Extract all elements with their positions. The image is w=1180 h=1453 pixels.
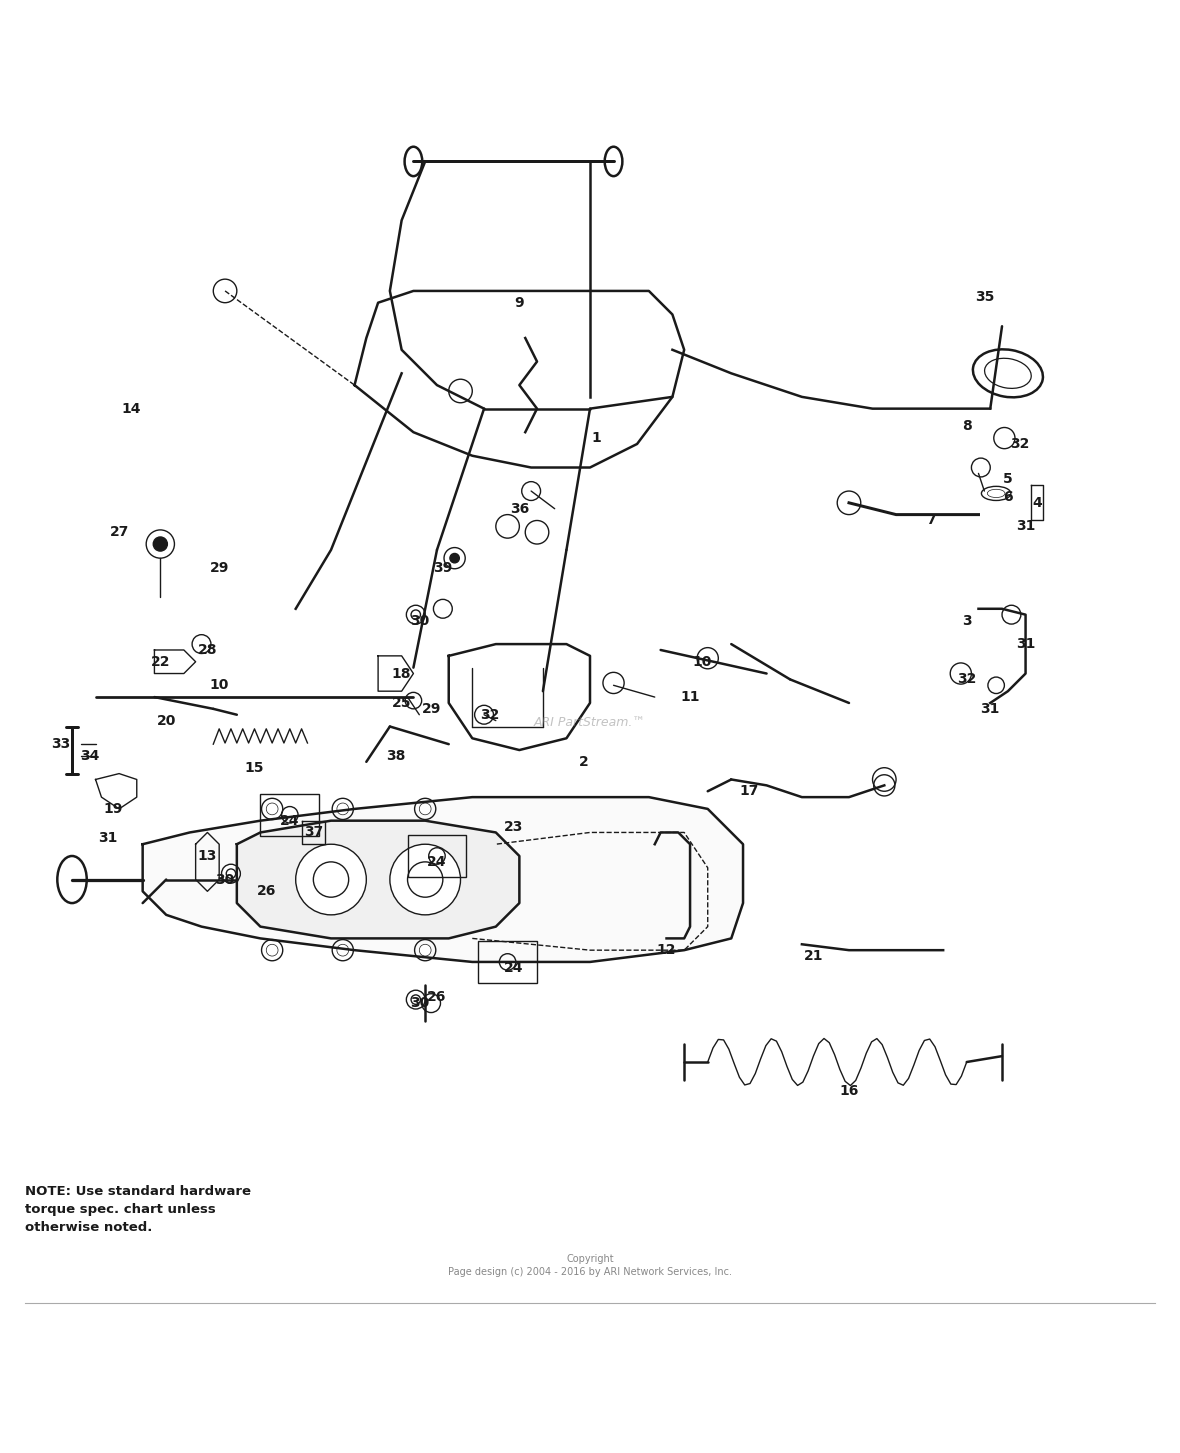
Text: 31: 31: [1016, 636, 1035, 651]
Circle shape: [153, 538, 168, 551]
Text: Copyright
Page design (c) 2004 - 2016 by ARI Network Services, Inc.: Copyright Page design (c) 2004 - 2016 by…: [448, 1254, 732, 1277]
Text: 6: 6: [1003, 490, 1012, 504]
Text: 3: 3: [962, 613, 971, 628]
Circle shape: [419, 804, 431, 815]
Text: 24: 24: [280, 814, 300, 828]
Text: 13: 13: [198, 849, 217, 863]
Circle shape: [337, 804, 348, 815]
Circle shape: [389, 844, 460, 915]
Ellipse shape: [604, 147, 622, 176]
Circle shape: [450, 554, 459, 562]
Text: 36: 36: [510, 501, 529, 516]
Text: 24: 24: [504, 960, 523, 975]
Text: 17: 17: [739, 785, 759, 798]
Bar: [478, 940, 537, 984]
Text: 30: 30: [216, 873, 235, 886]
Text: 30: 30: [409, 613, 428, 628]
Ellipse shape: [982, 487, 1011, 500]
Text: 37: 37: [303, 825, 323, 840]
Text: 9: 9: [514, 296, 524, 309]
Circle shape: [222, 865, 241, 883]
Text: 32: 32: [1010, 437, 1029, 450]
Bar: [261, 793, 320, 835]
Text: 31: 31: [1016, 519, 1035, 533]
Circle shape: [406, 989, 425, 1008]
Text: 31: 31: [98, 831, 117, 846]
Ellipse shape: [405, 147, 422, 176]
Polygon shape: [143, 798, 743, 962]
Text: 4: 4: [1032, 495, 1042, 510]
Text: 10: 10: [693, 655, 712, 668]
Circle shape: [267, 804, 278, 815]
Circle shape: [406, 606, 425, 625]
Text: 29: 29: [421, 702, 441, 716]
Text: 5: 5: [1003, 472, 1012, 487]
Text: 34: 34: [80, 748, 99, 763]
Text: 19: 19: [104, 802, 123, 817]
Text: 26: 26: [256, 885, 276, 898]
Circle shape: [419, 944, 431, 956]
Text: 22: 22: [151, 655, 170, 668]
Text: 31: 31: [981, 702, 999, 716]
Text: 38: 38: [386, 748, 406, 763]
Text: 18: 18: [392, 667, 412, 680]
Text: ARI PartStream.™: ARI PartStream.™: [535, 716, 645, 729]
Text: 16: 16: [839, 1084, 859, 1098]
Text: 10: 10: [210, 679, 229, 692]
Text: 7: 7: [926, 513, 936, 527]
Circle shape: [971, 458, 990, 477]
Text: 15: 15: [244, 761, 264, 774]
Text: NOTE: Use standard hardware
torque spec. chart unless
otherwise noted.: NOTE: Use standard hardware torque spec.…: [25, 1184, 251, 1234]
Circle shape: [267, 944, 278, 956]
Text: 29: 29: [210, 561, 229, 574]
Text: 20: 20: [157, 713, 176, 728]
Text: 39: 39: [433, 561, 452, 574]
Text: 33: 33: [51, 737, 70, 751]
Text: 24: 24: [427, 854, 447, 869]
Text: 25: 25: [392, 696, 412, 711]
Text: 1: 1: [591, 432, 601, 445]
Text: 35: 35: [975, 289, 994, 304]
Text: 27: 27: [110, 525, 129, 539]
Text: 8: 8: [962, 420, 971, 433]
Text: 23: 23: [504, 819, 523, 834]
Polygon shape: [237, 821, 519, 939]
Text: 2: 2: [579, 754, 589, 769]
Ellipse shape: [58, 856, 87, 904]
Text: 14: 14: [122, 401, 140, 416]
Text: 21: 21: [804, 949, 824, 963]
Circle shape: [296, 844, 366, 915]
Text: 30: 30: [409, 997, 428, 1010]
Text: 26: 26: [427, 991, 447, 1004]
Text: 32: 32: [480, 708, 499, 722]
Text: 32: 32: [957, 673, 976, 686]
Text: 28: 28: [198, 644, 217, 657]
Bar: [407, 835, 466, 878]
Ellipse shape: [972, 349, 1043, 397]
Text: 11: 11: [681, 690, 700, 705]
Circle shape: [337, 944, 348, 956]
Text: 12: 12: [657, 943, 676, 958]
